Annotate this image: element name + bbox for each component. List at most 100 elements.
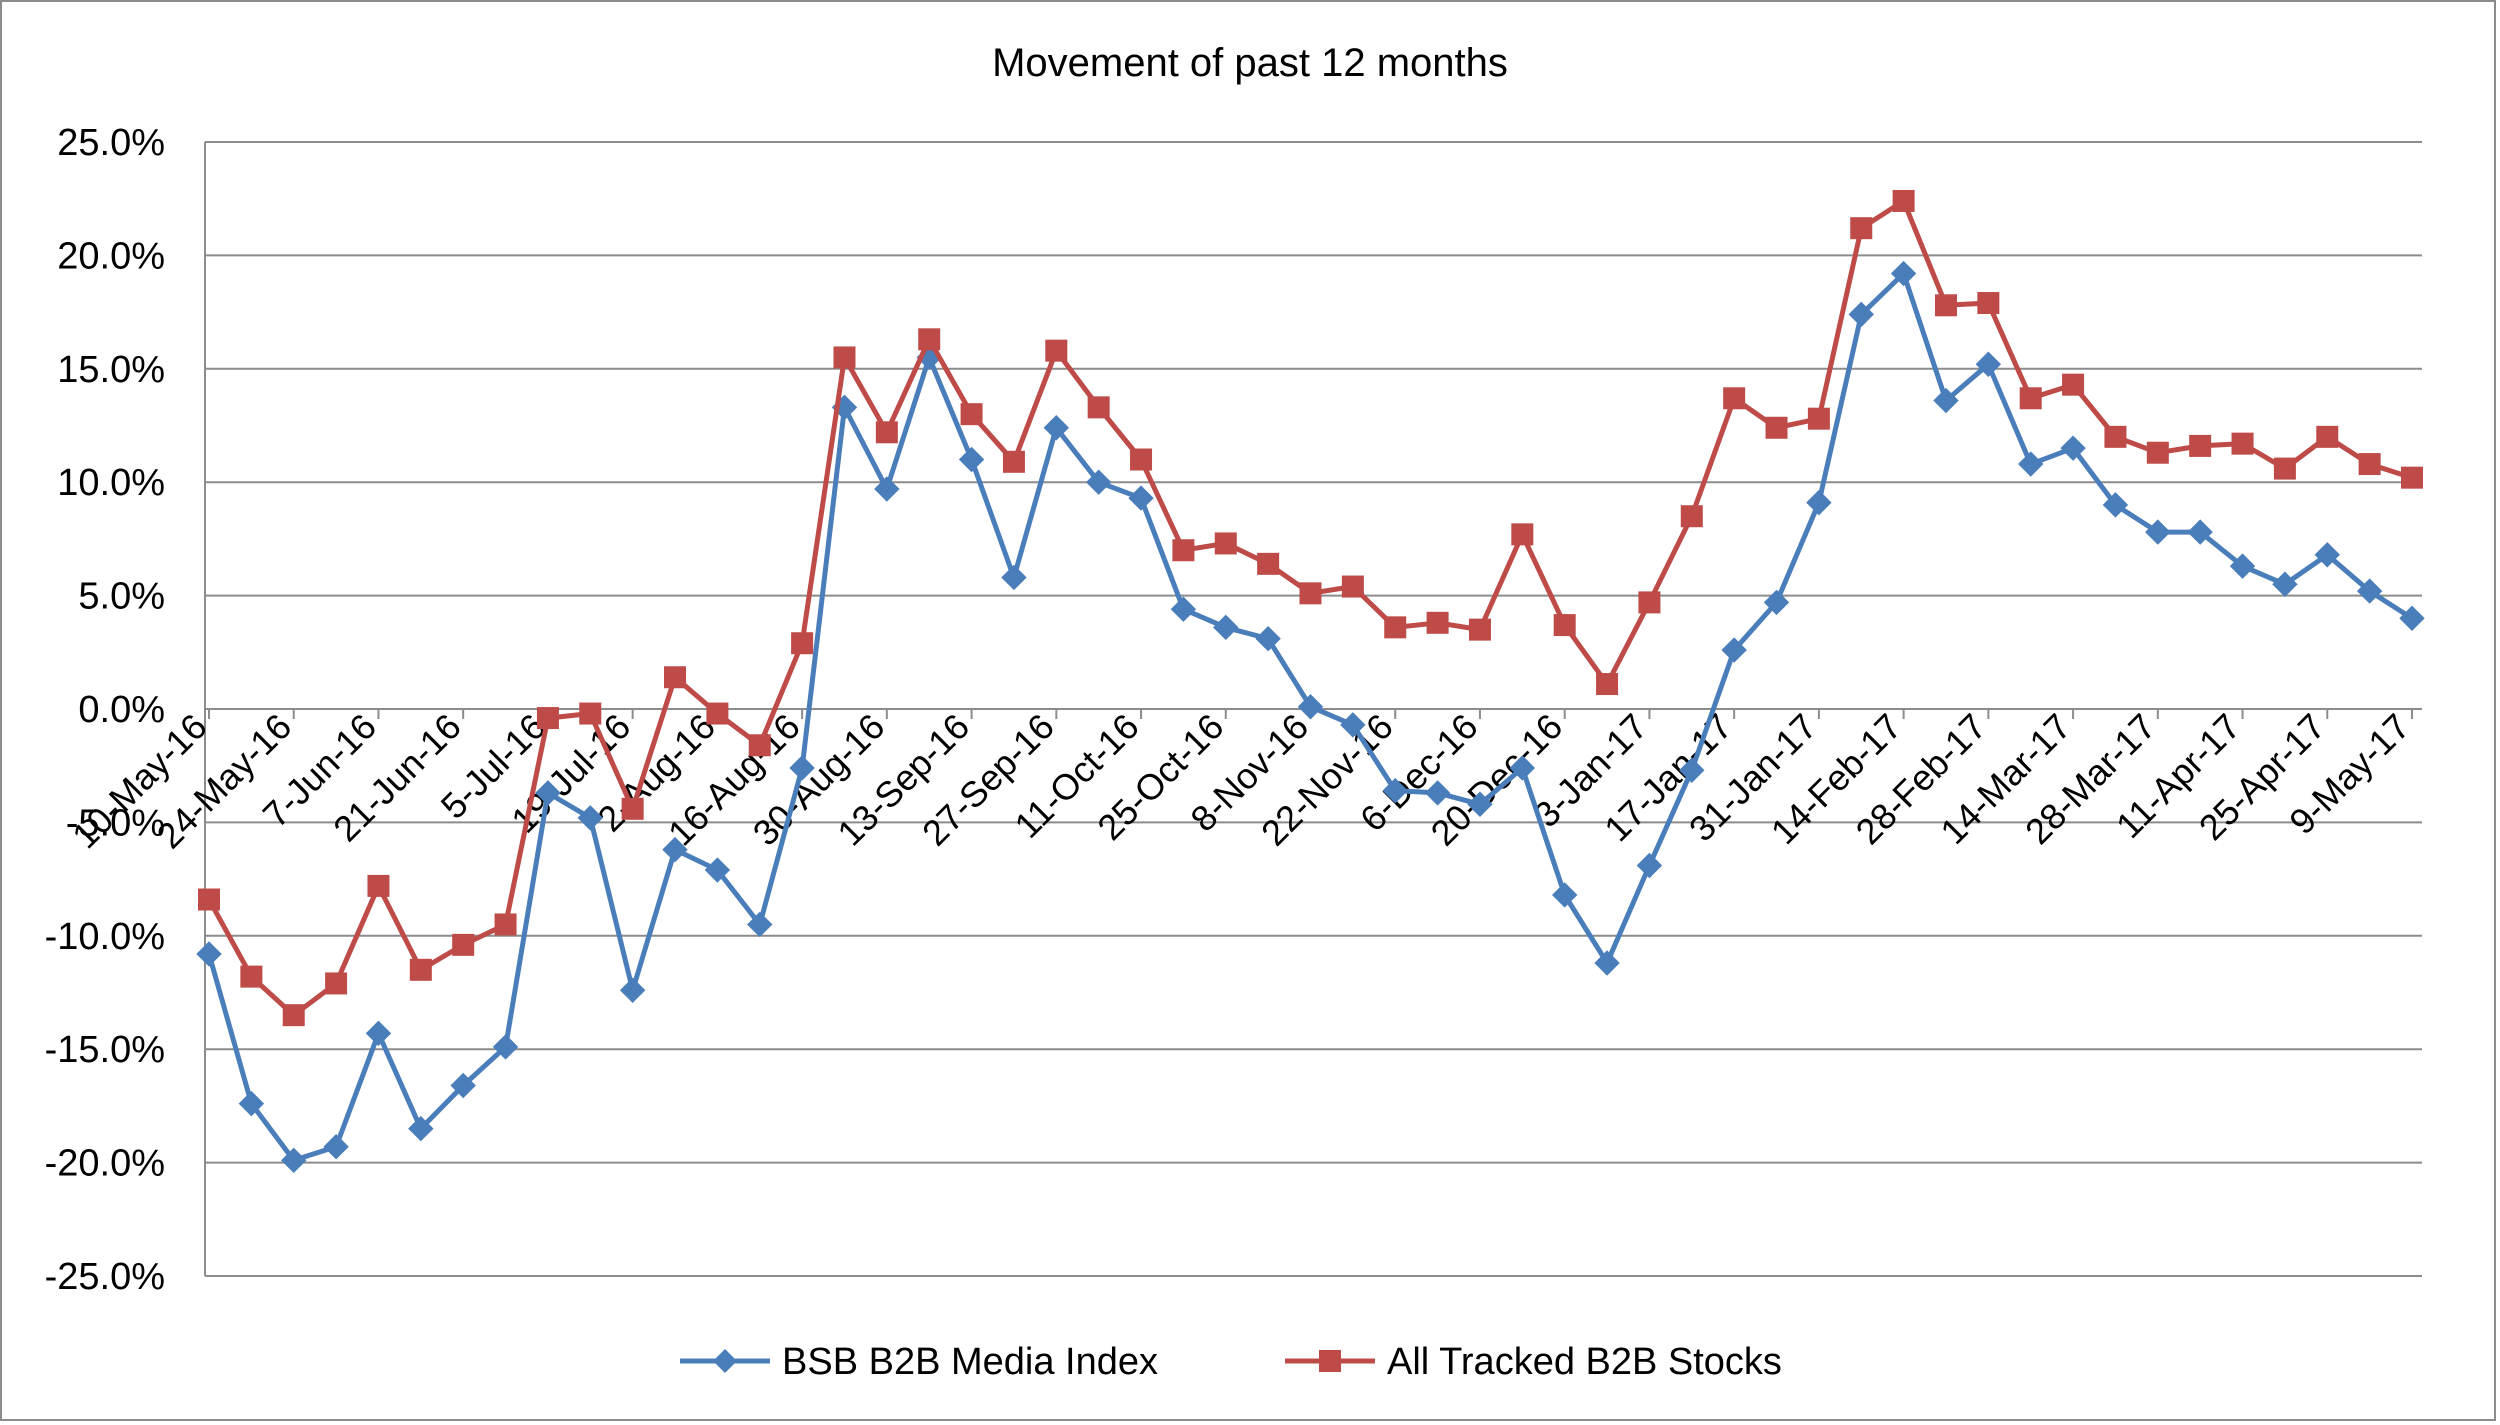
data-point-square [960,403,983,426]
data-point-diamond [1170,596,1197,622]
series-layer [196,189,2425,1174]
data-point-diamond [1424,780,1451,806]
data-point-diamond [1467,791,1493,817]
y-tick-label: 25.0% [57,122,165,164]
data-point-square [2401,466,2423,489]
data-point-diamond [1213,614,1239,641]
data-point-diamond [704,857,731,883]
data-point-diamond [1043,415,1070,441]
data-point-square [1299,582,1322,605]
data-point-square [1723,387,1746,410]
data-point-diamond [1001,564,1027,591]
y-tick-label: -5.0% [66,802,165,844]
y-tick-label: 0.0% [78,689,165,731]
data-point-square [579,702,602,725]
data-point-square [198,888,220,911]
x-axis: 10-May-1624-May-167-Jun-1621-Jun-165-Jul… [64,142,2422,1276]
data-point-diamond [281,1147,307,1174]
data-point-square [2062,373,2085,396]
y-tick-label: -20.0% [45,1143,165,1185]
data-point-diamond [1509,755,1536,781]
data-point-diamond [958,446,985,473]
data-point-diamond [1085,469,1112,495]
data-point-diamond [2229,553,2256,579]
data-point-diamond [2314,542,2340,568]
data-point-square [1850,217,1873,240]
data-point-square [1553,614,1576,637]
data-point-diamond [662,836,688,863]
data-point-diamond [1636,852,1663,879]
data-point-diamond [365,1020,392,1047]
data-point-square [536,707,559,730]
data-point-square [1680,505,1703,528]
data-point-square [1934,294,1957,317]
data-point-diamond [1551,882,1578,908]
data-point-square [1384,616,1407,639]
data-point-square [1087,396,1110,419]
data-point-diamond [789,755,815,781]
data-point-diamond [1382,777,1408,804]
data-point-square [1214,532,1237,555]
y-tick-label: 20.0% [57,235,165,277]
data-point-diamond [1975,351,2002,377]
data-point-square [1468,618,1491,641]
data-point-diamond [1721,637,1747,663]
data-point-square [748,734,771,757]
data-point-square [706,702,729,725]
data-point-diamond [535,780,561,806]
legend-label: All Tracked B2B Stocks [1387,1341,1782,1383]
data-point-square [2316,425,2339,448]
data-point-diamond [492,1034,519,1060]
data-point-diamond [450,1072,476,1099]
data-point-square [875,421,898,444]
data-point-square [1892,189,1915,212]
data-point-square [1045,339,1068,362]
y-tick-label: -10.0% [45,916,165,958]
data-point-square [1511,523,1534,546]
data-point-diamond [2060,435,2086,461]
data-point-square [2104,425,2127,448]
data-point-diamond [1890,260,1917,287]
data-point-square [2146,441,2169,464]
data-point-square [325,972,348,995]
data-point-square [494,913,517,936]
data-point-square [2358,453,2381,476]
data-point-diamond [2018,451,2044,477]
y-tick-label: -15.0% [45,1029,165,1071]
data-point-square [1807,407,1830,430]
data-point-diamond [1594,950,1620,976]
data-point-diamond [2187,519,2213,545]
data-point-square [452,933,475,956]
data-point-square [1638,591,1661,614]
data-point-square [621,797,644,820]
data-point-diamond [1128,485,1154,511]
data-point-diamond [1806,489,1832,516]
y-tick-label: 15.0% [57,349,165,391]
data-point-diamond [619,977,646,1003]
data-point-diamond [2102,492,2129,518]
series-all-tracked-b2b-stocks [198,189,2423,1027]
data-point-square [1977,292,2000,315]
data-point-square [918,328,941,351]
data-point-diamond [408,1115,434,1142]
data-point-diamond [238,1090,265,1117]
data-point-diamond [1763,589,1790,616]
data-point-diamond [1255,625,1281,652]
legend-marker-diamond [713,1349,737,1373]
data-point-diamond [577,805,603,831]
data-point-square [2273,457,2296,480]
data-point-diamond [1933,387,1959,414]
data-point-diamond [2272,571,2298,597]
legend-item-bsb-b2b-media-index: BSB B2B Media Index [680,1341,1158,1383]
data-point-square [1172,539,1195,562]
data-point-square [367,874,390,897]
data-point-square [2231,432,2254,455]
data-point-square [791,632,814,655]
data-point-diamond [196,941,222,967]
data-point-diamond [323,1134,349,1160]
data-point-diamond [747,911,773,938]
data-point-square [664,666,687,689]
y-tick-label: 10.0% [57,462,165,504]
